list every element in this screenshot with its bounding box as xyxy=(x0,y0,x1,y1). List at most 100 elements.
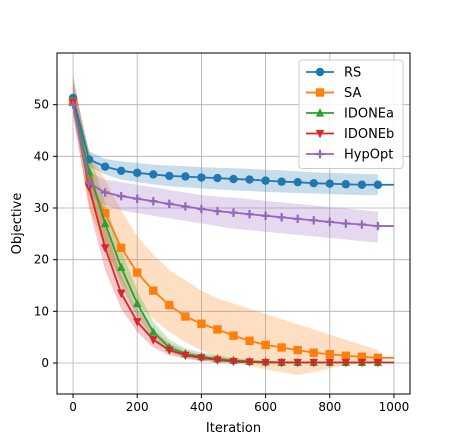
legend-marker-sa xyxy=(315,88,325,97)
point-idoneb xyxy=(149,336,158,345)
point-sa xyxy=(293,345,302,355)
point-hypopt xyxy=(357,220,367,229)
point-hypopt xyxy=(261,211,270,220)
legend-marker-idoneb xyxy=(315,129,325,139)
legend: RS SA IDONEa IDONEb HypOpt xyxy=(298,59,404,169)
x-tick-label: 200 xyxy=(126,400,149,414)
point-idoneb xyxy=(245,358,254,367)
point-hypopt xyxy=(213,206,222,216)
point-rs xyxy=(277,177,286,186)
point-hypopt xyxy=(341,219,351,228)
point-hypopt xyxy=(133,194,142,203)
point-sa xyxy=(357,352,367,361)
point-sa xyxy=(213,325,222,334)
point-idonea xyxy=(100,218,110,228)
y-tick-label: 40 xyxy=(34,149,49,163)
legend-label-rs: RS xyxy=(344,66,361,81)
y-axis-label: Objective xyxy=(10,193,25,255)
legend-label-sa: SA xyxy=(344,86,361,101)
point-hypopt xyxy=(229,208,238,217)
point-hypopt xyxy=(309,216,318,225)
legend-label-hypopt: HypOpt xyxy=(344,148,393,163)
point-sa xyxy=(100,208,110,218)
point-idoneb xyxy=(100,244,110,253)
point-hypopt xyxy=(277,213,286,222)
point-idoneb xyxy=(277,358,286,368)
point-hypopt xyxy=(68,100,78,109)
x-tick-label: 0 xyxy=(69,400,77,414)
point-idoneb xyxy=(325,358,334,368)
point-sa xyxy=(197,319,206,328)
data-layer xyxy=(68,73,394,375)
point-sa xyxy=(245,336,254,345)
point-idoneb xyxy=(341,358,351,368)
y-tick-label: 50 xyxy=(34,98,49,112)
point-idoneb xyxy=(309,358,318,368)
point-sa xyxy=(116,243,126,252)
y-tick-label: 20 xyxy=(34,253,49,267)
point-hypopt xyxy=(373,221,383,231)
legend-label-idoneb: IDONEb xyxy=(344,127,394,142)
legend-marker-hypopt xyxy=(315,149,325,159)
band-hypopt xyxy=(73,94,378,243)
point-sa xyxy=(341,351,351,360)
point-rs xyxy=(373,180,383,189)
x-tick-label: 800 xyxy=(318,400,341,414)
point-idoneb xyxy=(357,358,367,368)
point-rs xyxy=(197,173,206,182)
point-hypopt xyxy=(181,202,190,211)
point-idoneb xyxy=(133,318,142,327)
point-sa xyxy=(149,286,158,295)
point-hypopt xyxy=(116,191,126,201)
point-sa xyxy=(325,350,334,359)
legend-label-idonea: IDONEa xyxy=(344,107,394,122)
point-sa xyxy=(261,340,270,350)
point-idonea xyxy=(133,298,142,308)
point-rs xyxy=(149,170,158,179)
point-rs xyxy=(229,174,238,184)
point-idonea xyxy=(116,262,126,271)
point-rs xyxy=(181,172,190,181)
point-rs xyxy=(116,166,126,175)
point-idonea xyxy=(149,327,158,336)
band-sa xyxy=(73,84,378,375)
point-idoneb xyxy=(373,358,383,368)
point-hypopt xyxy=(293,214,302,224)
band-rs xyxy=(73,94,378,196)
point-idoneb xyxy=(261,358,270,368)
legend-box xyxy=(298,59,404,169)
point-rs xyxy=(357,180,367,189)
point-sa xyxy=(181,312,190,321)
point-rs xyxy=(309,179,318,188)
point-sa xyxy=(309,348,318,357)
legend-marker-idonea xyxy=(315,108,325,117)
point-hypopt xyxy=(197,204,206,214)
y-tick-label: 10 xyxy=(34,304,49,318)
point-sa xyxy=(277,343,286,352)
x-tick-label: 1000 xyxy=(379,400,410,414)
point-rs xyxy=(261,176,270,185)
point-rs xyxy=(213,173,222,183)
legend-marker-rs xyxy=(315,67,325,77)
point-rs xyxy=(100,162,110,171)
point-sa xyxy=(165,300,174,310)
point-sa xyxy=(229,331,238,340)
point-rs xyxy=(293,177,302,187)
point-idoneb xyxy=(165,346,174,355)
point-hypopt xyxy=(149,197,158,206)
point-idoneb xyxy=(213,356,222,365)
point-rs xyxy=(325,179,334,188)
axes-frame xyxy=(56,52,411,395)
point-rs xyxy=(341,180,351,189)
point-hypopt xyxy=(100,188,110,197)
point-hypopt xyxy=(84,179,94,188)
plot-area: 0 200 400 600 800 1000 0 10 20 30 40 50 xyxy=(34,52,411,414)
point-sa xyxy=(133,268,142,277)
point-hypopt xyxy=(325,217,334,227)
point-rs xyxy=(165,171,174,181)
point-rs xyxy=(133,168,142,178)
x-tick-label: 600 xyxy=(254,400,277,414)
y-tick-label: 0 xyxy=(41,356,49,370)
point-idoneb xyxy=(181,351,190,361)
